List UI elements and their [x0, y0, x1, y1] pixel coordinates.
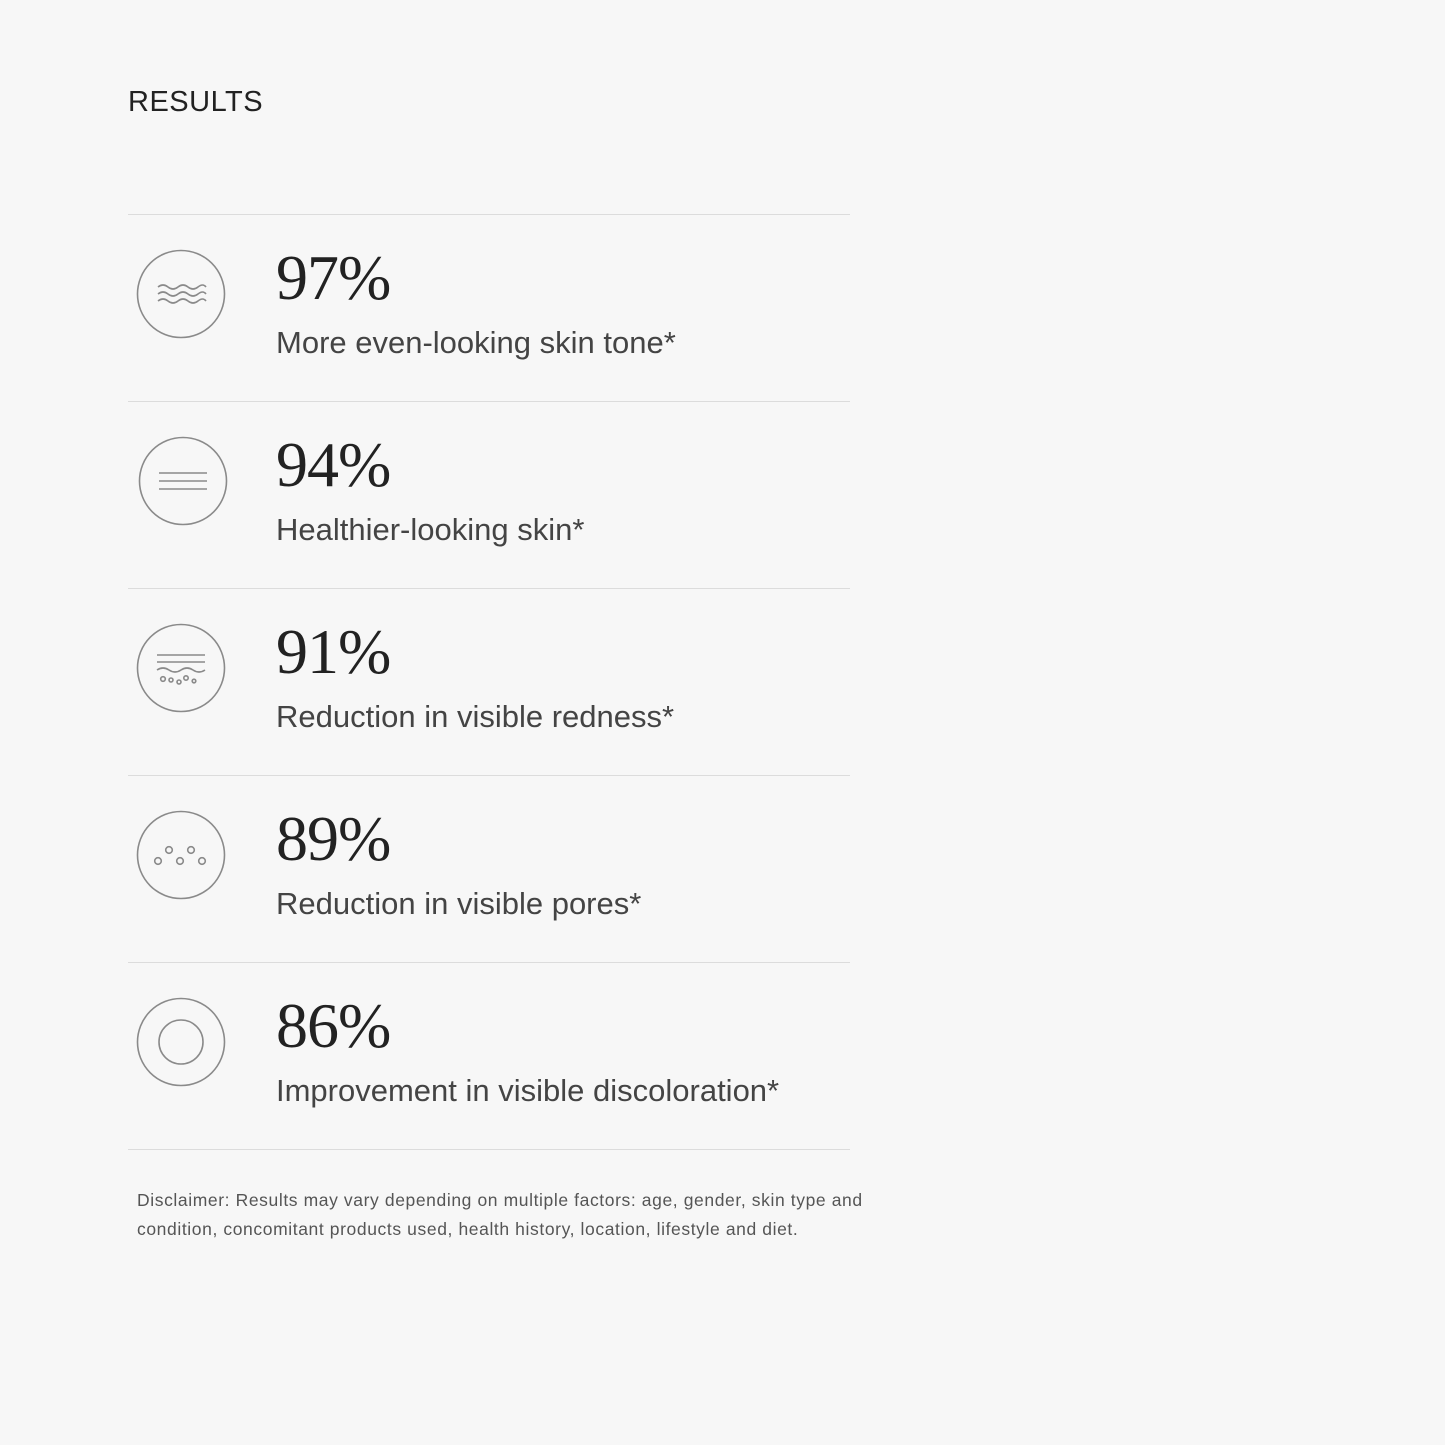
disclaimer-text: Disclaimer: Results may vary depending o…	[137, 1190, 863, 1239]
result-percent: 94%	[276, 429, 391, 500]
result-item: 86% Improvement in visible discoloration…	[128, 962, 850, 1150]
result-label: Reduction in visible redness*	[276, 699, 675, 734]
result-item: 97% More even-looking skin tone*	[128, 214, 850, 401]
result-label: Improvement in visible discoloration*	[276, 1073, 780, 1108]
section-title: RESULTS	[128, 86, 264, 118]
pores-icon	[136, 810, 226, 900]
result-label: Reduction in visible pores*	[276, 886, 642, 921]
lines-icon	[138, 436, 228, 526]
waves-icon	[136, 249, 226, 339]
result-label: More even-looking skin tone*	[276, 325, 676, 360]
result-label: Healthier-looking skin*	[276, 512, 585, 547]
result-percent: 91%	[276, 616, 391, 687]
discoloration-icon	[136, 997, 226, 1087]
result-item: 94% Healthier-looking skin*	[128, 401, 850, 588]
result-percent: 89%	[276, 803, 391, 874]
results-list: 97% More even-looking skin tone* 94% Hea…	[128, 214, 850, 1150]
result-percent: 97%	[276, 242, 391, 313]
redness-icon	[136, 623, 226, 713]
result-item: 89% Reduction in visible pores*	[128, 775, 850, 962]
result-item: 91% Reduction in visible redness*	[128, 588, 850, 775]
result-percent: 86%	[276, 990, 391, 1061]
